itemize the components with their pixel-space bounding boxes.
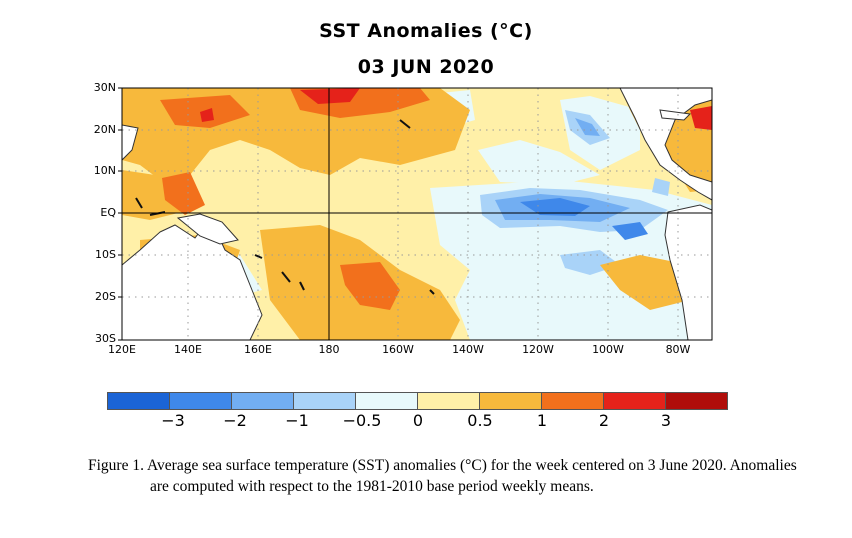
lon-label-160w: 160W bbox=[382, 343, 414, 356]
lon-label-140e: 140E bbox=[174, 343, 202, 356]
lon-label-140w: 140W bbox=[452, 343, 484, 356]
colorbar-segment bbox=[417, 392, 480, 410]
south-america-land bbox=[664, 204, 712, 340]
colorbar-label: 2 bbox=[598, 411, 610, 430]
colorbar-segment bbox=[479, 392, 542, 410]
lon-label-160e: 160E bbox=[244, 343, 272, 356]
colorbar-segment bbox=[603, 392, 666, 410]
colorbar-label: 0 bbox=[412, 411, 424, 430]
chart-title: SST Anomalies (°C) bbox=[319, 20, 533, 42]
lat-label-20s: 20S bbox=[95, 290, 116, 303]
chart-date: 03 JUN 2020 bbox=[357, 56, 495, 78]
colorbar-segment bbox=[169, 392, 232, 410]
land-masses bbox=[122, 88, 712, 340]
cold-tongue bbox=[480, 110, 670, 275]
strong-warm-regions bbox=[160, 88, 712, 310]
colorbar-label: −3 bbox=[161, 411, 185, 430]
lat-label-eq: EQ bbox=[100, 206, 116, 219]
colorbar-label: 0.5 bbox=[467, 411, 493, 430]
colorbar-segment bbox=[541, 392, 604, 410]
colorbar-label: 1 bbox=[536, 411, 548, 430]
colorbar-segment bbox=[107, 392, 170, 410]
colorbar-label: 3 bbox=[660, 411, 672, 430]
colorbar-segment bbox=[355, 392, 418, 410]
colorbar-segment bbox=[231, 392, 294, 410]
lat-label-20n: 20N bbox=[93, 123, 116, 136]
australia-land bbox=[122, 224, 263, 340]
colorbar-label: −2 bbox=[223, 411, 247, 430]
lat-label-30n: 30N bbox=[93, 81, 116, 94]
figure-caption: Figure 1. Average sea surface temperatur… bbox=[88, 457, 797, 495]
new-guinea-land bbox=[176, 213, 239, 245]
colorbar-segment bbox=[293, 392, 356, 410]
asia-land bbox=[122, 124, 139, 161]
colorbar-segment bbox=[665, 392, 728, 410]
lon-label-80w: 80W bbox=[665, 343, 691, 356]
lat-label-30s: 30S bbox=[95, 332, 116, 345]
lon-label-120e: 120E bbox=[108, 343, 136, 356]
lat-label-10s: 10S bbox=[95, 248, 116, 261]
lon-label-100w: 100W bbox=[592, 343, 624, 356]
colorbar-label: −1 bbox=[285, 411, 309, 430]
cuba-land bbox=[659, 109, 692, 121]
colorbar-label: −0.5 bbox=[342, 411, 382, 430]
lon-label-120w: 120W bbox=[522, 343, 554, 356]
map-frame bbox=[121, 87, 713, 341]
lat-label-10n: 10N bbox=[93, 164, 116, 177]
grid-lines bbox=[122, 88, 712, 340]
colorbar bbox=[107, 392, 728, 412]
lon-label-180: 180 bbox=[318, 343, 340, 356]
north-america-land bbox=[619, 88, 712, 201]
